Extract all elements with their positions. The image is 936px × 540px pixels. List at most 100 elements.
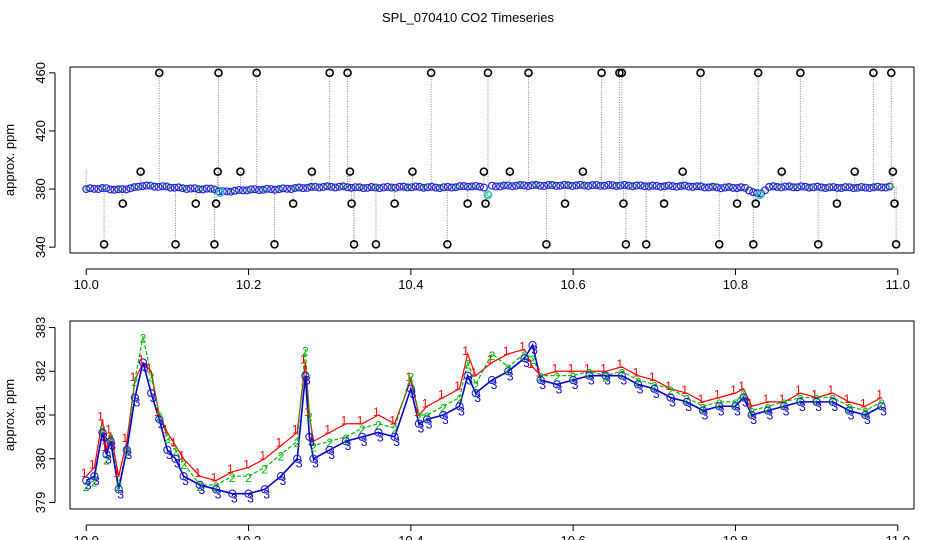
series-3-marker: 3 (604, 374, 611, 388)
series-1-marker: 1 (89, 457, 96, 471)
series-1-marker: 1 (195, 466, 202, 480)
series-1-marker: 1 (462, 344, 469, 358)
series-3-marker: 3 (458, 404, 465, 418)
series-3-marker: 3 (685, 400, 692, 414)
top-y-tick-label: 460 (33, 62, 48, 84)
series-1-marker: 1 (454, 379, 461, 393)
series-3-marker: 3 (442, 413, 449, 427)
series-2-marker: 2 (489, 349, 496, 363)
series-1-marker: 1 (422, 396, 429, 410)
series-3-marker: 3 (466, 374, 473, 388)
series-2-marker: 2 (132, 375, 139, 389)
series-2-marker: 2 (164, 432, 171, 446)
series-3-marker: 3 (134, 396, 141, 410)
series-1-marker: 1 (259, 449, 266, 463)
series-1-marker: 1 (373, 405, 380, 419)
top-x-tick-label: 10.8 (723, 277, 748, 292)
bottom-y-tick-label: 383 (33, 317, 48, 339)
series-3-marker: 3 (491, 378, 498, 392)
series-1-marker: 1 (503, 344, 510, 358)
series-1-marker: 1 (97, 409, 104, 423)
top-y-tick-label: 420 (33, 120, 48, 142)
figure: SPL_070410 CO2 Timeseries approx. ppm 10… (0, 0, 936, 540)
series-2-line (86, 336, 881, 485)
series-3-marker: 3 (637, 382, 644, 396)
series-1-marker: 1 (292, 422, 299, 436)
series-2-marker: 2 (464, 358, 471, 372)
series-3-marker: 3 (783, 404, 790, 418)
series-3-marker: 3 (199, 483, 206, 497)
series-3-marker: 3 (263, 487, 270, 501)
top-x-tick-label: 10.0 (74, 277, 99, 292)
series-3-marker: 3 (702, 409, 709, 423)
top-y-tick-label: 380 (33, 178, 48, 200)
bottom-panel: approx. ppm 111111111111111 11 111111111 11… (2, 317, 914, 540)
series-2-marker: 2 (278, 449, 285, 463)
top-panel: approx. ppm 10.0 10.2 10.4 10.6 10.8 11.03403… (2, 62, 914, 292)
series-2-marker: 2 (245, 471, 252, 485)
series-3-marker: 3 (426, 417, 433, 431)
series-3-marker: 3 (880, 404, 887, 418)
bottom-x-tick-label: 10.4 (398, 533, 423, 540)
series-2-marker: 2 (180, 458, 187, 472)
series-2-marker: 2 (140, 331, 147, 345)
series-3-marker: 3 (182, 474, 189, 488)
bottom-y-tick-label: 381 (33, 404, 48, 426)
series-3-marker: 3 (377, 430, 384, 444)
series-3-marker: 3 (361, 435, 368, 449)
series-3-marker: 3 (93, 474, 100, 488)
series-3-marker: 3 (418, 422, 425, 436)
series-3-marker: 3 (742, 396, 749, 410)
series-2-marker: 2 (302, 344, 309, 358)
top-x-tick-label: 11.0 (886, 277, 910, 292)
chart-title: SPL_070410 CO2 Timeseries (382, 10, 554, 25)
bottom-y-tick-label: 379 (33, 492, 48, 514)
series-1-marker: 1 (341, 414, 348, 428)
series-1-marker: 1 (276, 436, 283, 450)
series-2-marker: 2 (306, 410, 313, 424)
series-3-marker: 3 (767, 409, 774, 423)
series-3-marker: 3 (864, 413, 871, 427)
series-3-marker: 3 (669, 396, 676, 410)
series-3-marker: 3 (308, 435, 315, 449)
top-y-tick-label: 340 (33, 236, 48, 258)
baseline-point (481, 184, 488, 191)
series-1-line (86, 349, 881, 480)
series-3-marker: 3 (653, 387, 660, 401)
series-3-marker: 3 (158, 417, 165, 431)
top-y-axis-label: approx. ppm (2, 124, 17, 196)
series-2-marker: 2 (229, 471, 236, 485)
series-3-marker: 3 (312, 457, 319, 471)
bottom-y-axis-label: approx. ppm (2, 379, 17, 451)
series-1-marker: 1 (438, 388, 445, 402)
series-3-marker: 3 (718, 404, 725, 418)
top-x-tick-label: 10.2 (236, 277, 261, 292)
series-3-marker: 3 (105, 452, 112, 466)
series-3-marker: 3 (142, 361, 149, 375)
series-3-marker: 3 (109, 439, 116, 453)
series-3-marker: 3 (85, 479, 92, 493)
series-3-marker: 3 (174, 457, 181, 471)
series-3-line (86, 345, 881, 494)
series-3-marker: 3 (117, 487, 124, 501)
series-1-marker: 1 (243, 457, 250, 471)
top-x-tick-label: 10.4 (398, 277, 423, 292)
series-3-marker: 3 (296, 457, 303, 471)
series-1-marker: 1 (121, 431, 128, 445)
series-3-marker: 3 (572, 378, 579, 392)
top-data-layer (83, 69, 900, 253)
series-2-marker: 2 (261, 462, 268, 476)
bottom-y-tick-label: 382 (33, 360, 48, 382)
top-axes: 10.0 10.2 10.4 10.6 10.8 11.0 340 380 420 460 (33, 62, 910, 292)
series-3-marker: 3 (304, 374, 311, 388)
outlier-point (506, 168, 513, 175)
series-3-marker: 3 (815, 400, 822, 414)
series-3-marker: 3 (588, 374, 595, 388)
series-3-marker: 3 (750, 413, 757, 427)
bottom-x-tick-label: 10.8 (723, 533, 748, 540)
series-2-marker: 2 (148, 371, 155, 385)
top-plot-frame (70, 67, 914, 253)
series-2-marker: 2 (294, 436, 301, 450)
series-3-marker: 3 (523, 356, 530, 370)
series-3-marker: 3 (848, 409, 855, 423)
